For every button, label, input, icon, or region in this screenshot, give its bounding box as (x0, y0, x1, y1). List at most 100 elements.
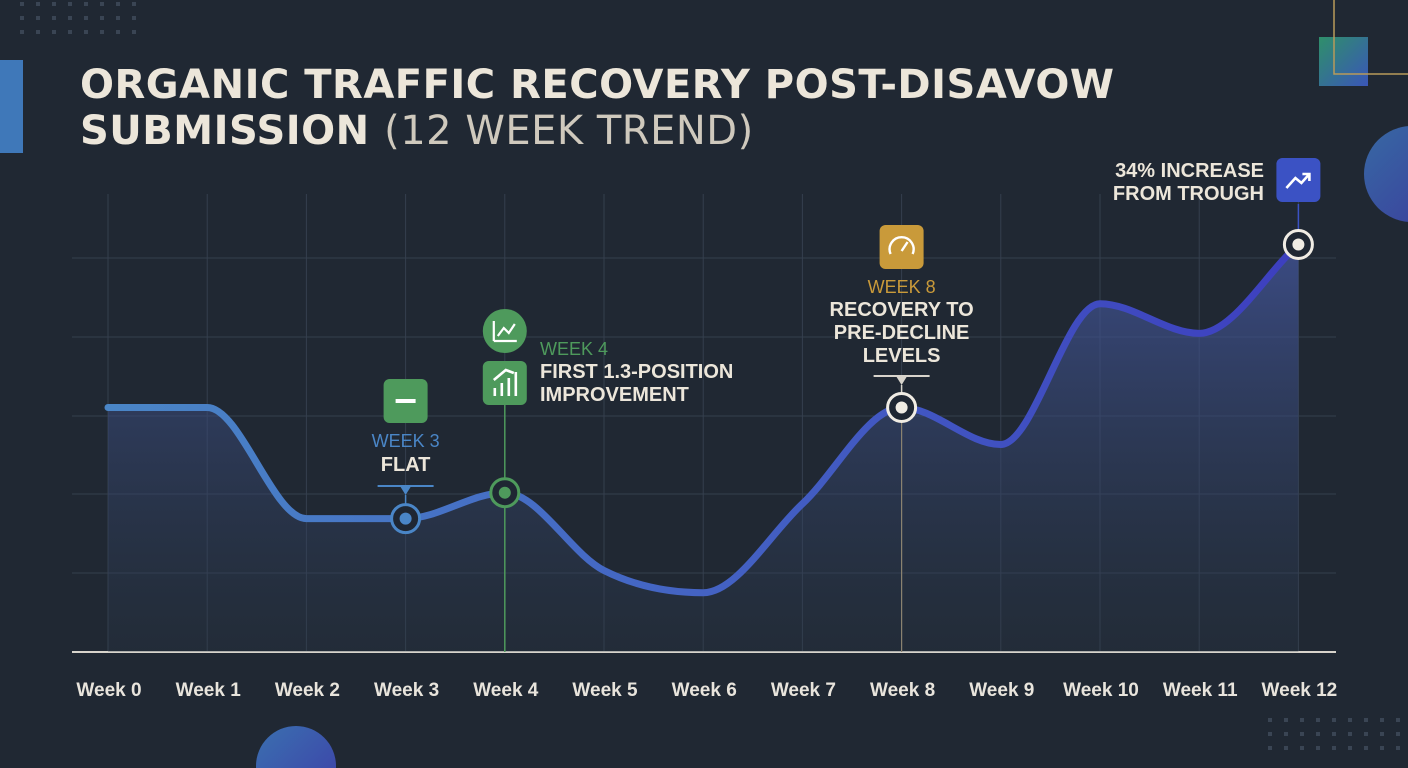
x-tick-label: Week 5 (572, 680, 638, 701)
dot-grid-dot (84, 30, 88, 34)
week8-annotation-line3: LEVELS (863, 345, 941, 367)
bottom-orb (256, 726, 336, 768)
week8-annotation-line2: PRE-DECLINE (834, 322, 970, 344)
gauge-icon (888, 236, 915, 255)
x-tick-label: Week 10 (1063, 680, 1139, 701)
line-chart-icon (492, 321, 517, 343)
minus-icon (395, 399, 416, 403)
corner-orb (1364, 126, 1408, 222)
title-line-1: ORGANIC TRAFFIC RECOVERY POST-DISAVOW (80, 62, 1115, 108)
dot-grid-dot (36, 2, 40, 6)
corner-lines (1333, 0, 1408, 75)
x-tick-label: Week 4 (473, 680, 539, 701)
dot-grid-dot (100, 30, 104, 34)
week8-annotation-line1: RECOVERY TO (830, 299, 974, 321)
week4-label: WEEK 4 (540, 339, 608, 359)
dot-grid-dot (100, 2, 104, 6)
chart-title: ORGANIC TRAFFIC RECOVERY POST-DISAVOW SU… (80, 62, 1114, 154)
week4-annotation-line2: IMPROVEMENT (540, 384, 689, 406)
week12-annotation-line1: 34% INCREASE (1115, 160, 1264, 182)
dot-grid-dot (52, 30, 56, 34)
dot-grid-dot (20, 30, 24, 34)
corner-square (1319, 37, 1368, 86)
gauge-icon-box (879, 225, 924, 269)
dot-grid-dot (1380, 718, 1384, 722)
x-tick-label: Week 11 (1163, 680, 1238, 701)
chart-icon-circle (482, 309, 527, 353)
week3-annotation: FLAT (381, 454, 431, 476)
dot-grid-dot (132, 2, 136, 6)
dot-grid-dot (1396, 732, 1400, 736)
dot-grid-dot (116, 2, 120, 6)
title-line-2-bold: SUBMISSION (80, 108, 370, 154)
dot-grid-dot (116, 30, 120, 34)
week8-label: WEEK 8 (868, 277, 936, 297)
data-marker-dot (399, 512, 412, 525)
dot-grid-dot (132, 16, 136, 20)
accent-bar (0, 60, 23, 153)
dot-grid-dot (84, 2, 88, 6)
dot-grid-dot (36, 30, 40, 34)
dot-grid-dot (1364, 718, 1368, 722)
dot-grid-dot (1284, 746, 1288, 750)
dot-grid-dot (1300, 746, 1304, 750)
x-tick-label: Week 1 (176, 680, 242, 701)
x-tick-label: Week 7 (771, 680, 836, 701)
dot-grid-dot (1300, 732, 1304, 736)
dot-grid-dot (68, 2, 72, 6)
data-marker-dot (498, 486, 511, 499)
x-tick-label: Week 2 (275, 680, 340, 701)
dot-grid-dot (1396, 746, 1400, 750)
traffic-line (104, 240, 1302, 597)
dot-grid-dot (1300, 718, 1304, 722)
dot-grid-dot (1396, 718, 1400, 722)
x-tick-label: Week 6 (672, 680, 737, 701)
dot-grid-dot (1268, 718, 1272, 722)
area-fill (108, 244, 1299, 652)
week3-label: WEEK 3 (372, 431, 440, 451)
dot-grid-dot (1348, 746, 1352, 750)
dot-grid-dot (1348, 718, 1352, 722)
callout-pointer (896, 377, 907, 385)
dot-grid-dot (1284, 732, 1288, 736)
dot-grid-dot (1332, 732, 1336, 736)
gauge-needle (900, 241, 909, 252)
dot-grid-dot (1380, 732, 1384, 736)
annotation-week-4 (489, 477, 521, 509)
week12-annotation-line2: FROM TROUGH (1113, 183, 1264, 205)
dot-grid-dot (1364, 732, 1368, 736)
dot-grid-dot (1284, 718, 1288, 722)
chart-up-icon (492, 368, 518, 396)
x-tick-label: Week 9 (969, 680, 1034, 701)
dot-grid-dot (36, 16, 40, 20)
annotation-week-8 (873, 375, 930, 423)
title-line-2-light: (12 WEEK TREND) (384, 108, 754, 154)
dot-grid-dot (52, 16, 56, 20)
dot-grid-dot (68, 30, 72, 34)
dot-grid-dot (1348, 732, 1352, 736)
dot-grid-dot (68, 16, 72, 20)
dot-grid-dot (1332, 718, 1336, 722)
dot-grid-dot (20, 2, 24, 6)
dot-grid-dot (1316, 746, 1320, 750)
dot-grid-dot (1268, 732, 1272, 736)
dot-grid-dot (1316, 718, 1320, 722)
dot-grid-dot (1316, 732, 1320, 736)
dot-grid-dot (1380, 746, 1384, 750)
callout-pointer (400, 487, 411, 495)
decorations (20, 0, 1408, 768)
annotation-week-3 (377, 485, 434, 535)
data-marker-dot (895, 401, 908, 414)
dot-grid-dot (132, 30, 136, 34)
bar-chart-icon-box (482, 361, 527, 405)
dot-grid-dot (84, 16, 88, 20)
week4-annotation-line1: FIRST 1.3-POSITION (540, 361, 733, 383)
dot-grid-dot (100, 16, 104, 20)
annotation-week-12 (1282, 228, 1314, 260)
data-marker-dot (1292, 238, 1305, 251)
dot-grid-dot (1268, 746, 1272, 750)
dot-grid-dot (1332, 746, 1336, 750)
trend-up-icon (1285, 172, 1311, 189)
dot-grid-dot (116, 16, 120, 20)
